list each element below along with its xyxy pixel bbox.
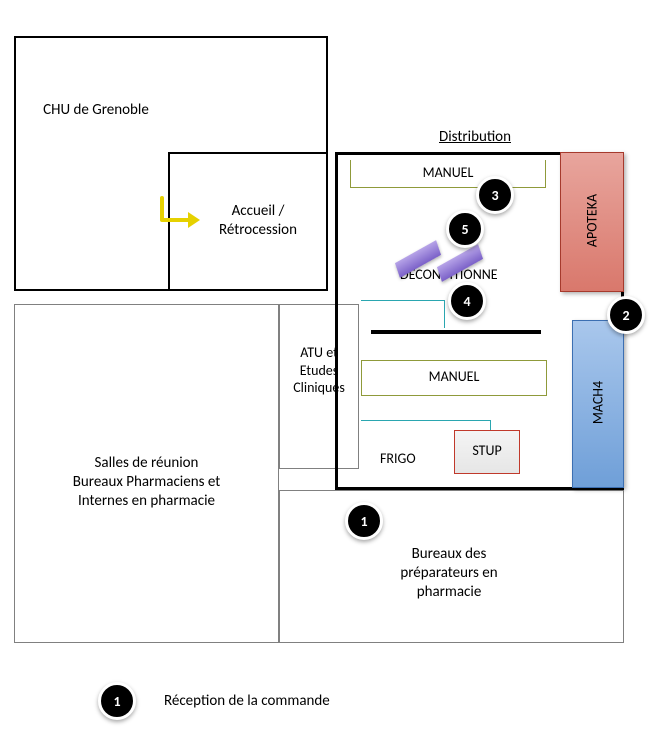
- marker-5: 5: [446, 210, 484, 248]
- teal-top: [361, 300, 445, 328]
- marker-3: 3: [476, 176, 514, 214]
- mach4-label: MACH4: [590, 373, 607, 433]
- manuel-mid-label: MANUEL: [361, 368, 547, 386]
- marker-2: 2: [607, 296, 645, 334]
- entry-arrow-icon: [158, 196, 208, 236]
- black-bar: [371, 330, 541, 334]
- legend-marker: 1: [98, 682, 136, 720]
- room-accueil-label: Accueil / Rétrocession: [198, 202, 318, 240]
- distribution-title: Distribution: [410, 128, 540, 147]
- marker-1: 1: [345, 502, 383, 540]
- manuel-top-label: MANUEL: [350, 164, 546, 182]
- deconditionne-label: DECONDITIONNE: [400, 266, 550, 284]
- stup-label: STUP: [454, 442, 520, 460]
- frigo-label: FRIGO: [380, 450, 416, 468]
- room-chu-label: CHU de Grenoble: [14, 101, 178, 120]
- room-bureaux-label: Bureaux des préparateurs en pharmacie: [339, 545, 559, 601]
- floorplan-diagram: Distribution CHU de Grenoble Accueil / R…: [0, 0, 656, 732]
- room-salles-label: Salles de réunion Bureaux Pharmaciens et…: [14, 454, 279, 510]
- legend-row: 1 Réception de la commande: [98, 682, 330, 720]
- apoteka-label: APOTEKA: [584, 186, 601, 256]
- marker-4: 4: [448, 282, 486, 320]
- legend-text: Réception de la commande: [164, 692, 330, 710]
